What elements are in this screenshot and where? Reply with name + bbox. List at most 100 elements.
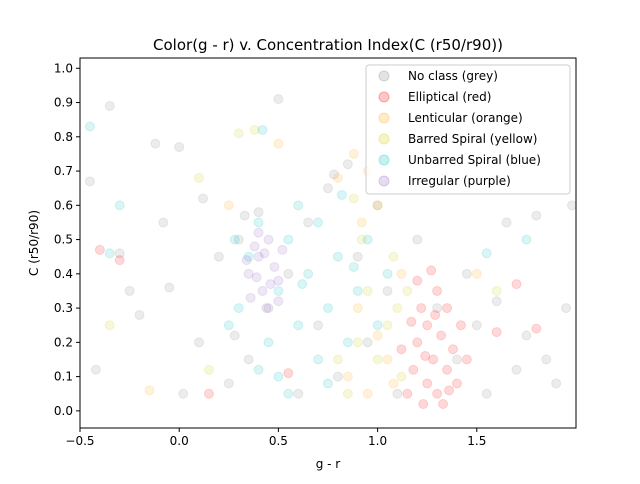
data-point (511, 364, 522, 375)
data-point (90, 364, 101, 375)
x-tick-label: 1.0 (368, 434, 387, 448)
data-point (402, 285, 413, 296)
legend-label: No class (grey) (408, 69, 498, 83)
data-point (303, 268, 314, 279)
data-point (223, 378, 234, 389)
data-point (356, 217, 367, 228)
data-point (362, 285, 373, 296)
legend: No class (grey) Elliptical (red) Lenticula… (365, 64, 571, 195)
data-point (253, 364, 264, 375)
data-point (511, 279, 522, 290)
data-point (461, 268, 472, 279)
data-point (412, 337, 423, 348)
data-point (372, 200, 383, 211)
data-point (491, 296, 502, 307)
data-point (531, 323, 542, 334)
data-point (251, 272, 262, 283)
data-point (283, 234, 294, 245)
data-point (323, 183, 333, 194)
data-point (471, 320, 482, 331)
data-point (428, 354, 439, 365)
data-point (436, 330, 447, 341)
legend-label: Barred Spiral (yellow) (408, 132, 537, 146)
data-point (158, 217, 169, 228)
data-point (241, 255, 252, 266)
data-point (283, 388, 294, 399)
x-tick-label: 0.5 (269, 434, 288, 448)
y-axis-label: C (r50/r90) (27, 210, 41, 276)
y-tick-label: 0.0 (54, 404, 73, 418)
series (241, 227, 288, 314)
data-point (406, 316, 417, 327)
series (84, 121, 532, 399)
data-point (352, 303, 363, 314)
data-point (336, 190, 347, 201)
data-point (249, 241, 260, 252)
data-point (313, 217, 324, 228)
series (84, 94, 576, 399)
data-point (388, 378, 399, 389)
data-point (432, 388, 443, 399)
data-point (269, 261, 280, 272)
data-point (432, 303, 443, 314)
legend-box (365, 64, 571, 195)
y-tick-label: 0.5 (54, 233, 73, 247)
x-tick-label: 1.5 (467, 434, 486, 448)
data-point (491, 285, 502, 296)
data-point (491, 327, 502, 338)
data-point (261, 303, 272, 314)
data-point (392, 388, 403, 399)
data-point (412, 234, 423, 245)
data-point (203, 364, 214, 375)
data-point (352, 285, 363, 296)
x-tick-label: −0.5 (65, 434, 94, 448)
legend-marker (378, 133, 390, 145)
data-point (243, 251, 254, 262)
legend-marker (378, 112, 390, 124)
data-point (233, 234, 244, 245)
legend-marker (378, 70, 390, 82)
data-point (253, 251, 264, 262)
data-point (442, 303, 453, 314)
y-tick-label: 0.8 (54, 130, 73, 144)
axes-frame (79, 57, 577, 429)
x-axis-label: g - r (316, 457, 341, 471)
y-tick-label: 0.4 (54, 267, 73, 281)
data-point (372, 200, 383, 211)
legend-marker (378, 154, 390, 166)
data-point (104, 320, 115, 331)
legend-marker (378, 91, 390, 103)
data-point (402, 388, 413, 399)
data-point (203, 388, 214, 399)
data-point (392, 303, 403, 314)
data-point (551, 378, 562, 389)
data-point (293, 320, 304, 331)
data-point (239, 210, 250, 221)
data-point (362, 337, 373, 348)
data-point (481, 248, 492, 259)
data-point (430, 309, 441, 320)
data-point (263, 234, 274, 245)
legend-label: Lenticular (orange) (408, 111, 523, 125)
data-point (273, 94, 284, 105)
data-point (253, 217, 264, 228)
data-point (178, 388, 189, 399)
y-tick-label: 1.0 (54, 61, 73, 75)
data-point (444, 385, 455, 396)
data-point (422, 320, 433, 331)
data-point (432, 285, 443, 296)
y-tick-label: 0.6 (54, 198, 73, 212)
data-point (194, 172, 205, 183)
y-tick-label: 0.2 (54, 335, 73, 349)
data-point (283, 268, 294, 279)
y-axis: 0.0 0.1 0.2 0.3 0.4 0.5 0.6 0.7 0.8 0.9 1.0 (54, 61, 80, 418)
data-point (323, 378, 333, 389)
y-tick-label: 0.9 (54, 96, 73, 110)
data-point (396, 268, 407, 279)
data-point (461, 354, 472, 365)
data-point (263, 303, 274, 314)
series (104, 124, 502, 399)
data-point (114, 248, 125, 259)
